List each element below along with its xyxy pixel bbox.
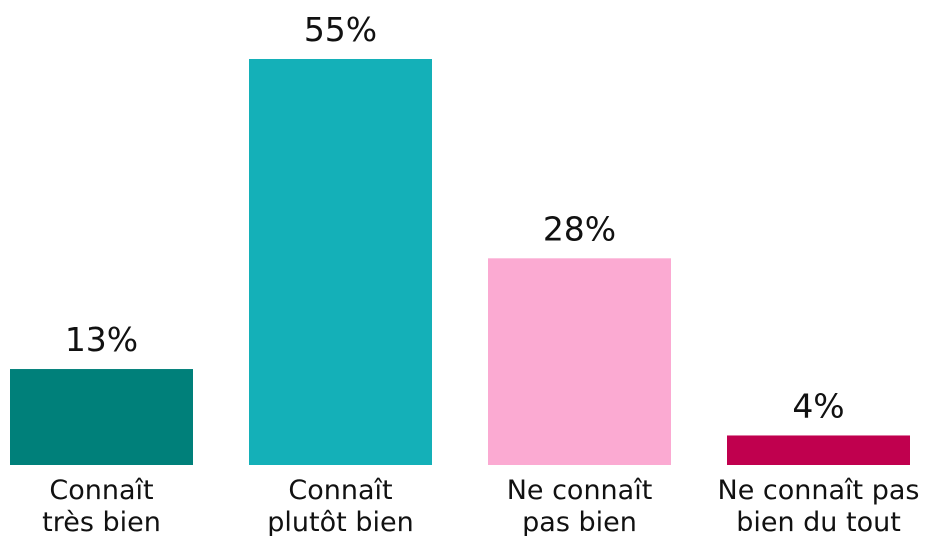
value-label: 28% (543, 209, 616, 248)
category-line: Connaît (49, 475, 153, 506)
category-line: Connaît (288, 475, 392, 506)
value-label: 4% (792, 386, 844, 425)
value-label: 13% (65, 320, 138, 359)
category-line: Ne connaît pas (718, 475, 920, 506)
bar (727, 435, 910, 465)
category-line: pas bien (522, 507, 637, 536)
category-line: très bien (42, 507, 161, 536)
category-label: Connaît très bien (42, 475, 161, 536)
bar (249, 59, 432, 465)
category-line: plutôt bien (267, 507, 413, 536)
category-label: Ne connaît pas bien (507, 475, 653, 536)
category-label: Connaît plutôt bien (267, 475, 413, 536)
category-line: bien du tout (736, 507, 901, 536)
bar (488, 258, 671, 465)
category-label: Ne connaît pas bien du tout (718, 475, 920, 536)
category-line: Ne connaît (507, 475, 653, 506)
bar (10, 369, 193, 465)
value-label: 55% (304, 10, 377, 49)
